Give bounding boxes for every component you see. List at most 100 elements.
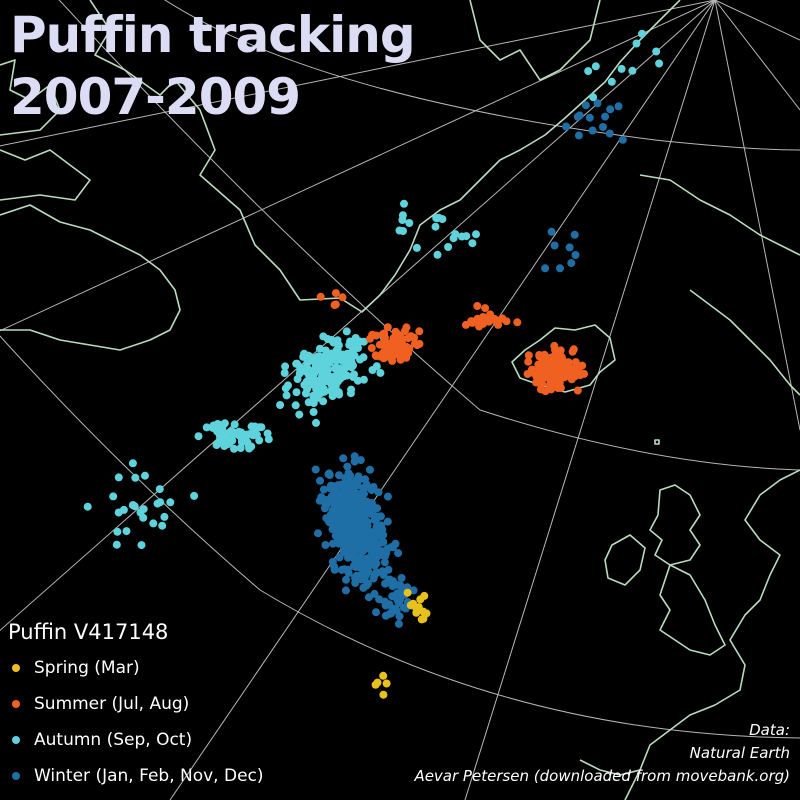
- track-point-winter: [356, 456, 365, 465]
- track-point-spring: [417, 615, 426, 624]
- track-point-summer: [330, 301, 339, 309]
- track-point-spring: [382, 679, 391, 688]
- track-point-winter: [347, 501, 356, 510]
- track-point-autumn: [122, 527, 131, 536]
- track-point-summer: [559, 359, 567, 368]
- track-point-summer: [473, 302, 482, 310]
- track-point-winter: [570, 230, 579, 239]
- meridian-line: [169, 0, 716, 800]
- track-point-summer: [524, 357, 533, 366]
- track-point-winter: [359, 559, 368, 568]
- track-point-autumn: [282, 391, 291, 400]
- track-point-autumn: [311, 363, 320, 372]
- track-point-winter: [372, 545, 381, 554]
- legend-label-autumn: Autumn (Sep, Oct): [34, 730, 193, 750]
- track-point-autumn: [302, 377, 311, 386]
- meridian-line: [714, 0, 800, 431]
- track-point-winter: [326, 510, 335, 519]
- track-point-summer: [481, 314, 490, 323]
- track-point-autumn: [194, 432, 203, 441]
- track-point-autumn: [351, 334, 360, 342]
- track-point-autumn: [155, 485, 164, 494]
- track-point-autumn: [166, 498, 175, 507]
- track-point-winter: [383, 544, 392, 553]
- track-point-summer: [411, 339, 419, 348]
- track-point-autumn: [202, 423, 211, 432]
- track-point-autumn: [241, 434, 250, 443]
- legend-swatch-autumn: [12, 736, 20, 744]
- track-point-autumn: [433, 250, 442, 259]
- track-point-autumn: [281, 384, 290, 393]
- meridian-line: [0, 0, 716, 147]
- track-point-autumn: [245, 444, 254, 453]
- track-point-autumn: [449, 234, 458, 243]
- track-point-winter: [371, 538, 380, 547]
- track-point-autumn: [312, 418, 320, 427]
- track-point-winter: [379, 538, 388, 546]
- track-point-summer: [569, 345, 578, 354]
- track-point-summer: [547, 380, 556, 389]
- track-point-winter: [354, 472, 363, 481]
- track-point-winter: [335, 471, 343, 480]
- track-point-summer: [502, 317, 511, 326]
- track-point-summer: [567, 364, 576, 373]
- track-point-autumn: [607, 77, 616, 86]
- track-point-winter: [385, 600, 394, 609]
- track-point-autumn: [398, 216, 407, 224]
- track-point-spring: [403, 588, 412, 597]
- track-point-autumn: [431, 222, 440, 231]
- track-point-summer: [338, 293, 347, 302]
- iberia-coast: [579, 759, 641, 776]
- track-point-winter: [355, 525, 364, 534]
- legend-swatch-winter: [12, 772, 20, 780]
- title-line-2: 2007-2009: [10, 68, 301, 126]
- track-point-winter: [360, 568, 369, 577]
- track-point-winter: [369, 574, 378, 583]
- track-point-autumn: [312, 385, 321, 394]
- track-point-summer: [536, 361, 545, 370]
- track-point-autumn: [584, 67, 593, 76]
- track-point-summer: [468, 318, 477, 327]
- track-point-winter: [350, 542, 359, 551]
- meridian-line: [464, 0, 716, 800]
- track-point-summer: [331, 289, 340, 298]
- track-point-autumn: [405, 219, 414, 227]
- meridian-line: [714, 0, 800, 41]
- track-point-winter: [338, 493, 347, 502]
- track-point-spring: [371, 680, 380, 689]
- legend: Puffin V417148 Spring (Mar) Summer (Jul,…: [8, 620, 264, 794]
- track-point-winter: [381, 579, 390, 588]
- track-point-autumn: [230, 444, 238, 453]
- track-point-winter: [618, 135, 627, 144]
- track-point-autumn: [160, 512, 169, 521]
- track-point-summer: [481, 304, 490, 313]
- title-line-1: Puffin tracking: [10, 6, 416, 64]
- track-point-winter: [337, 565, 346, 574]
- track-point-winter: [567, 259, 576, 268]
- track-point-winter: [328, 525, 337, 534]
- track-point-winter: [384, 565, 393, 574]
- track-point-autumn: [315, 344, 324, 353]
- legend-item-winter: Winter (Jan, Feb, Nov, Dec): [8, 758, 264, 794]
- track-point-winter: [342, 575, 350, 584]
- track-point-winter: [348, 480, 357, 489]
- track-point-autumn: [628, 66, 637, 75]
- track-point-autumn: [234, 427, 243, 436]
- track-point-autumn: [251, 430, 260, 439]
- track-point-autumn: [332, 346, 341, 355]
- track-point-autumn: [324, 365, 332, 374]
- track-point-autumn: [332, 356, 341, 365]
- track-point-spring: [420, 591, 429, 600]
- track-point-winter: [396, 589, 405, 598]
- track-point-autumn: [293, 375, 302, 383]
- track-point-winter: [585, 113, 594, 122]
- track-point-winter: [350, 535, 358, 544]
- track-point-winter: [556, 264, 564, 273]
- track-point-winter: [409, 586, 418, 595]
- legend-item-autumn: Autumn (Sep, Oct): [8, 722, 264, 758]
- track-point-summer: [556, 384, 565, 392]
- track-point-summer: [550, 341, 559, 350]
- legend-swatch-spring: [12, 664, 20, 672]
- track-point-winter: [601, 112, 610, 121]
